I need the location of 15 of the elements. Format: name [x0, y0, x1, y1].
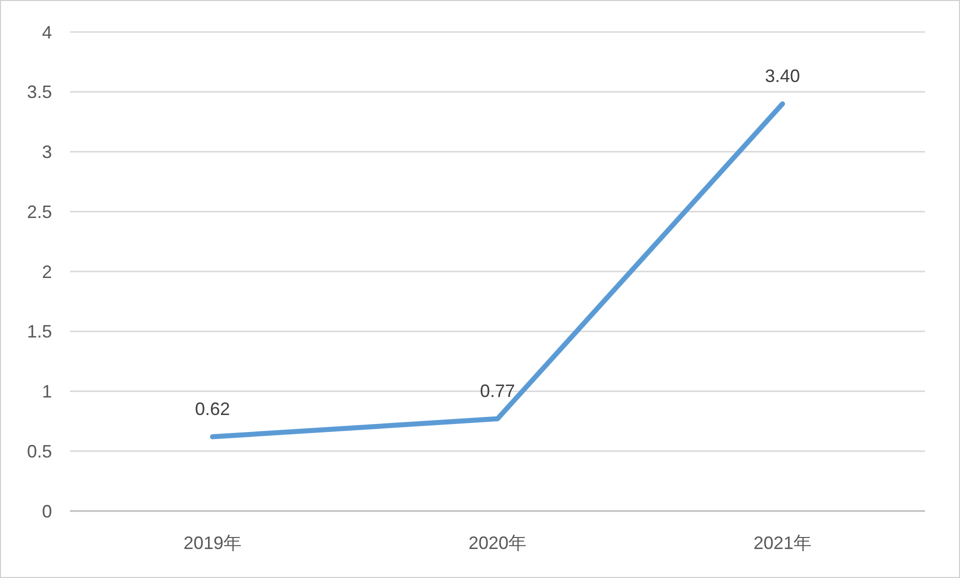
y-tick-label: 4: [42, 22, 52, 42]
y-tick-label: 2.5: [26, 202, 52, 222]
y-tick-label: 1.5: [26, 322, 52, 342]
y-tick-label: 1: [42, 382, 52, 402]
x-tick-label: 2021年: [753, 533, 812, 553]
y-tick-label: 3: [42, 142, 52, 162]
data-label: 3.40: [764, 66, 800, 86]
y-tick-label: 3.5: [26, 82, 52, 102]
y-tick-label: 0.5: [26, 441, 52, 462]
x-tick-label: 2019年: [183, 533, 242, 553]
data-label: 0.62: [194, 398, 230, 419]
y-tick-label: 2: [42, 262, 52, 282]
data-label: 0.77: [480, 380, 516, 401]
x-tick-label: 2020年: [468, 533, 527, 553]
y-tick-label: 0: [42, 501, 52, 522]
